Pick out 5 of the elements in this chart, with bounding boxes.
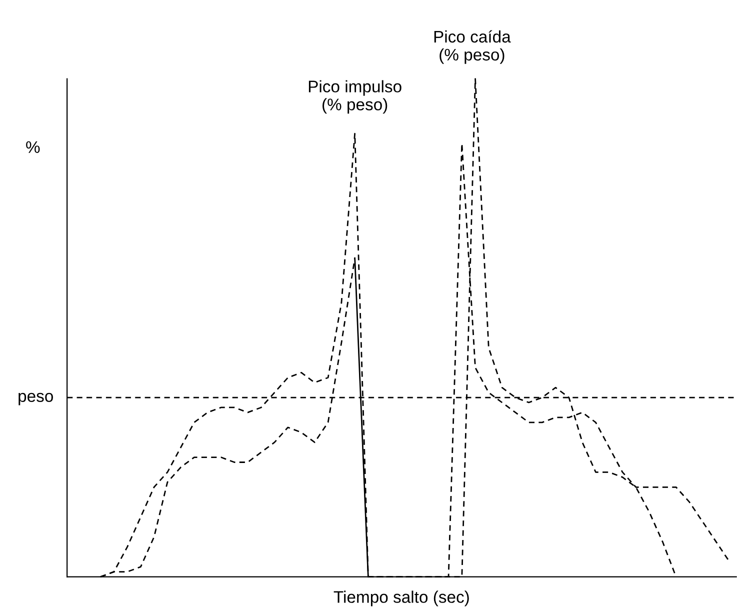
annotation: Pico impulso (% peso) [308,80,402,114]
y-axis-title: % [26,141,40,153]
text: Pico caída (% peso) [434,30,511,64]
ref-line-label: peso [18,392,53,406]
x-axis-title: Tiempo salto (sec) [334,590,469,606]
